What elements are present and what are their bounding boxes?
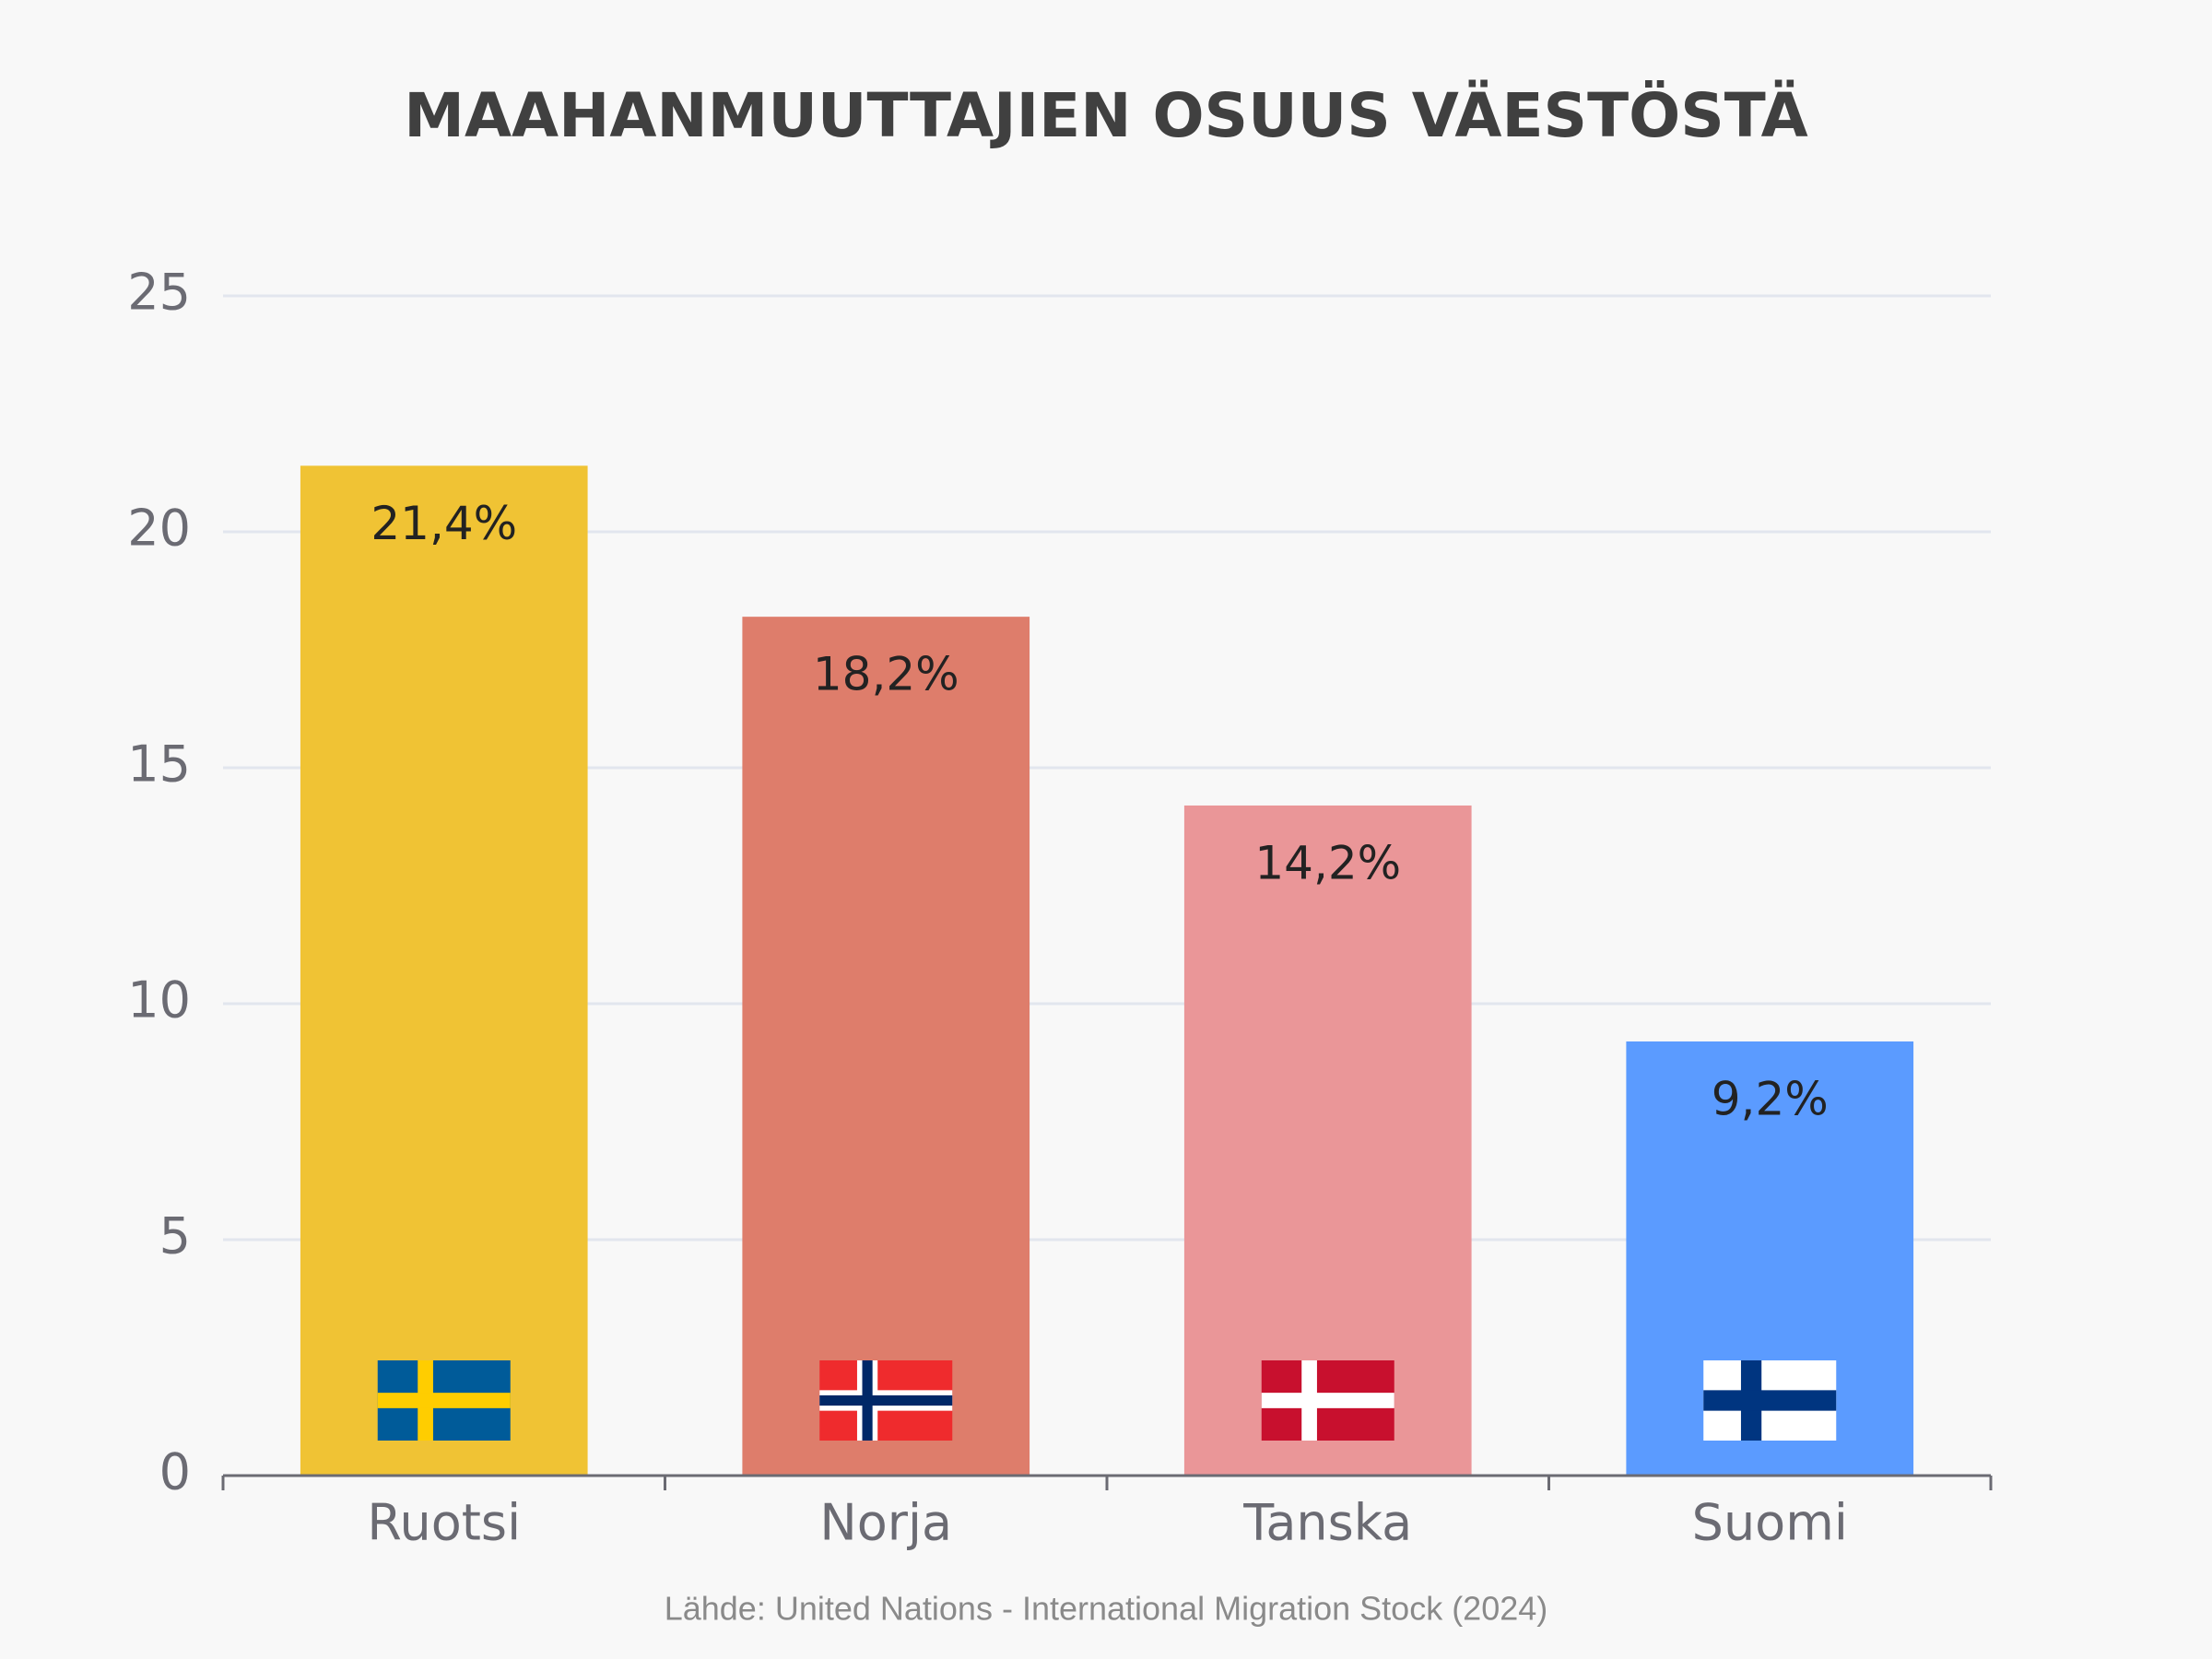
- value-label: 14,2%: [1254, 836, 1401, 889]
- x-tick-label: Tanska: [1242, 1494, 1412, 1552]
- bar: [300, 465, 588, 1476]
- flag-cross: [377, 1393, 511, 1408]
- value-label: 9,2%: [1712, 1072, 1829, 1125]
- x-tick-label: Ruotsi: [367, 1494, 521, 1552]
- y-tick-label: 20: [127, 500, 191, 558]
- x-tick-label: Suomi: [1692, 1494, 1848, 1552]
- source-note: Lähde: United Nations - International Mi…: [665, 1590, 1548, 1628]
- value-label: 21,4%: [371, 497, 517, 550]
- bar: [742, 617, 1030, 1476]
- flag-cross: [1703, 1390, 1837, 1411]
- value-label: 18,2%: [813, 648, 959, 701]
- y-tick-label: 5: [159, 1207, 191, 1265]
- y-tick-label: 25: [127, 264, 191, 322]
- flag-cross: [1261, 1393, 1394, 1408]
- y-tick-label: 10: [127, 971, 191, 1030]
- y-tick-label: 15: [127, 735, 191, 794]
- y-tick-label: 0: [159, 1443, 191, 1501]
- x-tick-label: Norja: [819, 1494, 952, 1552]
- flag-cross: [819, 1394, 953, 1406]
- chart-title: MAAHANMUUTTAJIEN OSUUS VÄESTÖSTÄ: [404, 79, 1807, 151]
